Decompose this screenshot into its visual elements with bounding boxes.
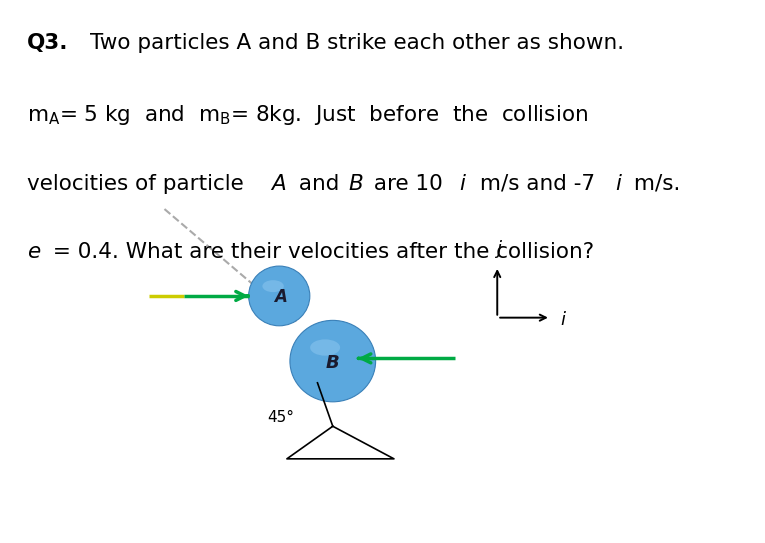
Text: e: e (27, 242, 40, 262)
Text: i: i (560, 311, 565, 330)
Text: m/s.: m/s. (627, 174, 681, 194)
Ellipse shape (249, 266, 310, 326)
Text: m$_{\mathsf{A}}$= 5 kg  and  m$_{\mathsf{B}}$= 8kg.  Just  before  the  collisio: m$_{\mathsf{A}}$= 5 kg and m$_{\mathsf{B… (27, 103, 588, 127)
Text: Two particles A and B strike each other as shown.: Two particles A and B strike each other … (90, 33, 624, 53)
Text: Q3.: Q3. (27, 33, 68, 53)
Text: A: A (272, 174, 286, 194)
Text: velocities of particle: velocities of particle (27, 174, 250, 194)
Text: i: i (615, 174, 621, 194)
Text: B: B (326, 353, 340, 372)
Text: and: and (292, 174, 347, 194)
Ellipse shape (290, 320, 376, 402)
Ellipse shape (262, 280, 284, 292)
Text: 45°: 45° (267, 410, 295, 425)
Text: B: B (349, 174, 363, 194)
Text: i: i (459, 174, 465, 194)
Text: m/s and -7: m/s and -7 (473, 174, 595, 194)
Text: are 10: are 10 (367, 174, 443, 194)
Ellipse shape (310, 339, 340, 356)
Text: = 0.4. What are their velocities after the collision?: = 0.4. What are their velocities after t… (46, 242, 594, 262)
Text: A: A (275, 288, 287, 306)
Text: j: j (496, 240, 501, 258)
